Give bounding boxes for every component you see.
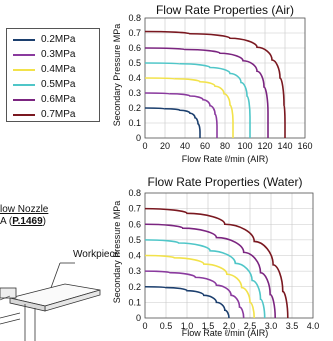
- legend-item: 0.6MPa: [13, 93, 75, 107]
- chart-title: Flow Rate Properties (Air): [156, 3, 294, 17]
- x-tick-label: 80: [220, 141, 230, 151]
- y-tick-label: 0.1: [128, 297, 141, 307]
- series-line: [144, 285, 230, 319]
- x-tick-label: 4.0: [307, 321, 320, 331]
- ref-prefix: A (: [0, 216, 13, 227]
- nozzle-title: low Nozzle: [0, 204, 49, 215]
- y-tick-label: 0.7: [128, 204, 141, 214]
- series-line: [144, 62, 251, 138]
- y-axis-label: Secondary Pressure MPa: [112, 201, 122, 304]
- y-tick-label: 0: [136, 313, 141, 323]
- series-line: [144, 207, 289, 319]
- series-line: [144, 77, 234, 138]
- ref-page-link[interactable]: P.1469: [12, 216, 43, 227]
- y-tick-label: 0: [136, 133, 141, 143]
- chart-series: [144, 207, 289, 319]
- chart-legend: 0.2MPa 0.3MPa 0.4MPa 0.5MPa 0.6MPa 0.7MP…: [6, 28, 100, 122]
- legend-swatch: [13, 84, 35, 86]
- legend-item: 0.4MPa: [13, 63, 75, 77]
- legend-label: 0.4MPa: [41, 64, 76, 75]
- x-tick-label: 3.5: [286, 321, 299, 331]
- x-axis-label: Flow Rate ℓ/min (AIR): [182, 328, 268, 338]
- nozzle-illustration: [0, 262, 101, 341]
- x-tick-label: 160: [297, 141, 312, 151]
- x-tick-label: 2.5: [244, 321, 257, 331]
- legend-item: 0.7MPa: [13, 108, 75, 122]
- x-tick-label: 0: [142, 141, 147, 151]
- workpiece-label: Workpiece: [73, 249, 121, 260]
- x-tick-label: 120: [257, 141, 272, 151]
- nozzle-body: [0, 287, 17, 299]
- ref-suffix: ): [42, 216, 46, 227]
- nozzle-edge: [0, 295, 11, 301]
- legend-swatch: [13, 99, 35, 101]
- legend-label: 0.6MPa: [41, 94, 76, 105]
- x-tick-label: 3.0: [265, 321, 278, 331]
- x-tick-label: 2.0: [223, 321, 236, 331]
- y-tick-label: 0.3: [128, 266, 141, 276]
- y-tick-label: 0.5: [128, 58, 141, 68]
- workpiece-side: [9, 297, 46, 312]
- legend-label: 0.5MPa: [41, 79, 76, 90]
- table-edge: [0, 312, 21, 319]
- series-line: [144, 92, 218, 138]
- legend-swatch: [13, 39, 35, 41]
- y-tick-label: 0.3: [128, 88, 141, 98]
- y-tick-label: 0.2: [128, 103, 141, 113]
- y-tick-label: 0.8: [128, 188, 141, 198]
- legend-item: 0.2MPa: [13, 33, 75, 47]
- y-tick-label: 0.5: [128, 235, 141, 245]
- legend-swatch: [13, 54, 35, 56]
- y-tick-label: 0.4: [128, 73, 141, 83]
- series-line: [144, 239, 266, 319]
- series-line: [144, 270, 245, 319]
- x-tick-label: 100: [237, 141, 252, 151]
- legend-swatch: [13, 114, 35, 116]
- legend-item: 0.3MPa: [13, 48, 75, 62]
- series-line: [144, 47, 269, 138]
- legend-item: 0.5MPa: [13, 78, 75, 92]
- tick-labels: 0 20 40 60 80 100 120 140 160 0 0.1 0.2 0.3 0.4 0.5 0.6…: [128, 13, 312, 151]
- x-tick-label: 60: [200, 141, 210, 151]
- legend-label: 0.2MPa: [41, 34, 76, 45]
- y-tick-label: 0.2: [128, 282, 141, 292]
- x-tick-label: 1.0: [181, 321, 194, 331]
- table-edge: [0, 318, 21, 325]
- x-tick-label: 1.5: [202, 321, 215, 331]
- x-tick-label: 0.5: [160, 321, 173, 331]
- x-tick-label: 140: [277, 141, 292, 151]
- y-tick-label: 0.7: [128, 28, 141, 38]
- series-line: [144, 223, 276, 319]
- chart-series: [144, 30, 286, 138]
- y-tick-label: 0.1: [128, 118, 141, 128]
- series-line: [144, 30, 286, 138]
- y-axis-label: Secondary Pressure MPa: [112, 24, 122, 127]
- y-tick-label: 0.8: [128, 13, 141, 23]
- y-tick-label: 0.6: [128, 43, 141, 53]
- legend-label: 0.7MPa: [41, 109, 76, 120]
- series-line: [144, 254, 255, 319]
- series-line: [144, 107, 201, 138]
- x-tick-label: 40: [180, 141, 190, 151]
- tick-labels: 0 0.5 1.0 1.5 2.0 2.5 3.0 3.5 4.0 0 0.1 0.2 0.3 0.4 0.…: [128, 188, 319, 331]
- y-tick-label: 0.4: [128, 251, 141, 261]
- x-tick-label: 20: [160, 141, 170, 151]
- chart-title: Flow Rate Properties (Water): [148, 175, 303, 189]
- legend-swatch: [13, 69, 35, 71]
- x-axis-label: Flow Rate ℓ/min (AIR): [182, 154, 268, 164]
- nozzle-page-ref: A (P.1469): [0, 216, 46, 227]
- y-tick-label: 0.6: [128, 219, 141, 229]
- legend-label: 0.3MPa: [41, 49, 76, 60]
- x-tick-label: 0: [142, 321, 147, 331]
